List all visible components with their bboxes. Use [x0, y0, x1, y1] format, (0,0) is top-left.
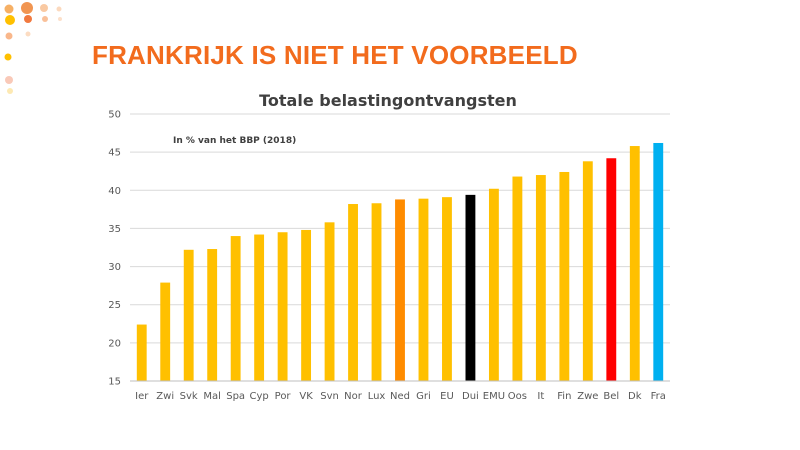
x-tick-label: Gri [416, 391, 431, 402]
x-tick-label: VK [299, 391, 313, 402]
bar-bel [606, 158, 617, 381]
x-tick-label: Por [275, 391, 292, 402]
y-tick-label: 25 [108, 300, 121, 311]
chart-title: Totale belastingontvangsten [259, 91, 517, 110]
x-tick-label: Svk [180, 391, 198, 402]
bars [136, 142, 664, 381]
x-tick-label: EU [440, 391, 454, 402]
bar-ned [395, 199, 405, 381]
bar-vk [301, 229, 312, 381]
bar-lux [371, 203, 382, 381]
bar-spa [230, 236, 241, 381]
x-tick-label: Dui [462, 391, 479, 402]
x-tick-label: Spa [226, 391, 245, 402]
bar-fra [653, 142, 664, 381]
y-tick-label: 20 [108, 338, 121, 349]
y-tick-label: 15 [108, 377, 121, 388]
x-tick-label: Fin [557, 391, 571, 402]
x-tick-label: Lux [368, 391, 386, 402]
x-tick-label: Zwi [156, 391, 174, 402]
y-tick-label: 45 [108, 148, 121, 159]
bar-it [535, 175, 546, 381]
x-tick-label: Oos [508, 391, 527, 402]
bar-cyp [254, 234, 265, 381]
x-tick-label: Ier [135, 391, 149, 402]
chart-annotation: In % van het BBP (2018) [173, 136, 296, 146]
x-tick-label: Zwe [577, 391, 598, 402]
y-tick-label: 35 [108, 224, 121, 235]
x-tick-label: Mal [203, 391, 221, 402]
bar-dui [465, 194, 476, 381]
x-tick-label: It [537, 391, 544, 402]
y-tick-label: 50 [108, 110, 121, 121]
y-axis-ticks: 15 20 25 30 35 40 45 50 [108, 110, 121, 388]
bar-eu [442, 197, 452, 381]
x-tick-label: Dk [628, 391, 642, 402]
bar-svk [183, 249, 194, 381]
x-tick-label: Cyp [250, 391, 269, 402]
slide-title: FRANKRIJK IS NIET HET VOORBEELD [92, 40, 578, 70]
y-tick-label: 30 [108, 262, 121, 273]
bar-ier [136, 324, 147, 381]
y-tick-label: 40 [108, 186, 121, 197]
x-axis-labels: Ier Zwi Svk Mal Spa Cyp Por VK Svn Nor Lux Ned Gri EU… [135, 391, 666, 402]
bar-dk [629, 146, 640, 381]
x-tick-label: Bel [603, 391, 619, 402]
x-tick-label: Svn [320, 391, 339, 402]
bar-gri [418, 198, 429, 381]
bar-zwe [582, 161, 593, 381]
bar-por [277, 232, 288, 381]
bar-emu [488, 188, 499, 381]
bar-nor [348, 204, 358, 381]
bar-svn [324, 222, 335, 381]
x-tick-label: Ned [390, 391, 410, 402]
decorative-dots [4, 2, 62, 94]
x-tick-label: EMU [483, 391, 505, 402]
bar-mal [207, 249, 218, 381]
bar-fin [559, 171, 570, 381]
bar-oos [512, 176, 523, 381]
bar-zwi [160, 282, 171, 381]
x-tick-label: Nor [344, 391, 363, 402]
x-tick-label: Fra [651, 391, 666, 402]
